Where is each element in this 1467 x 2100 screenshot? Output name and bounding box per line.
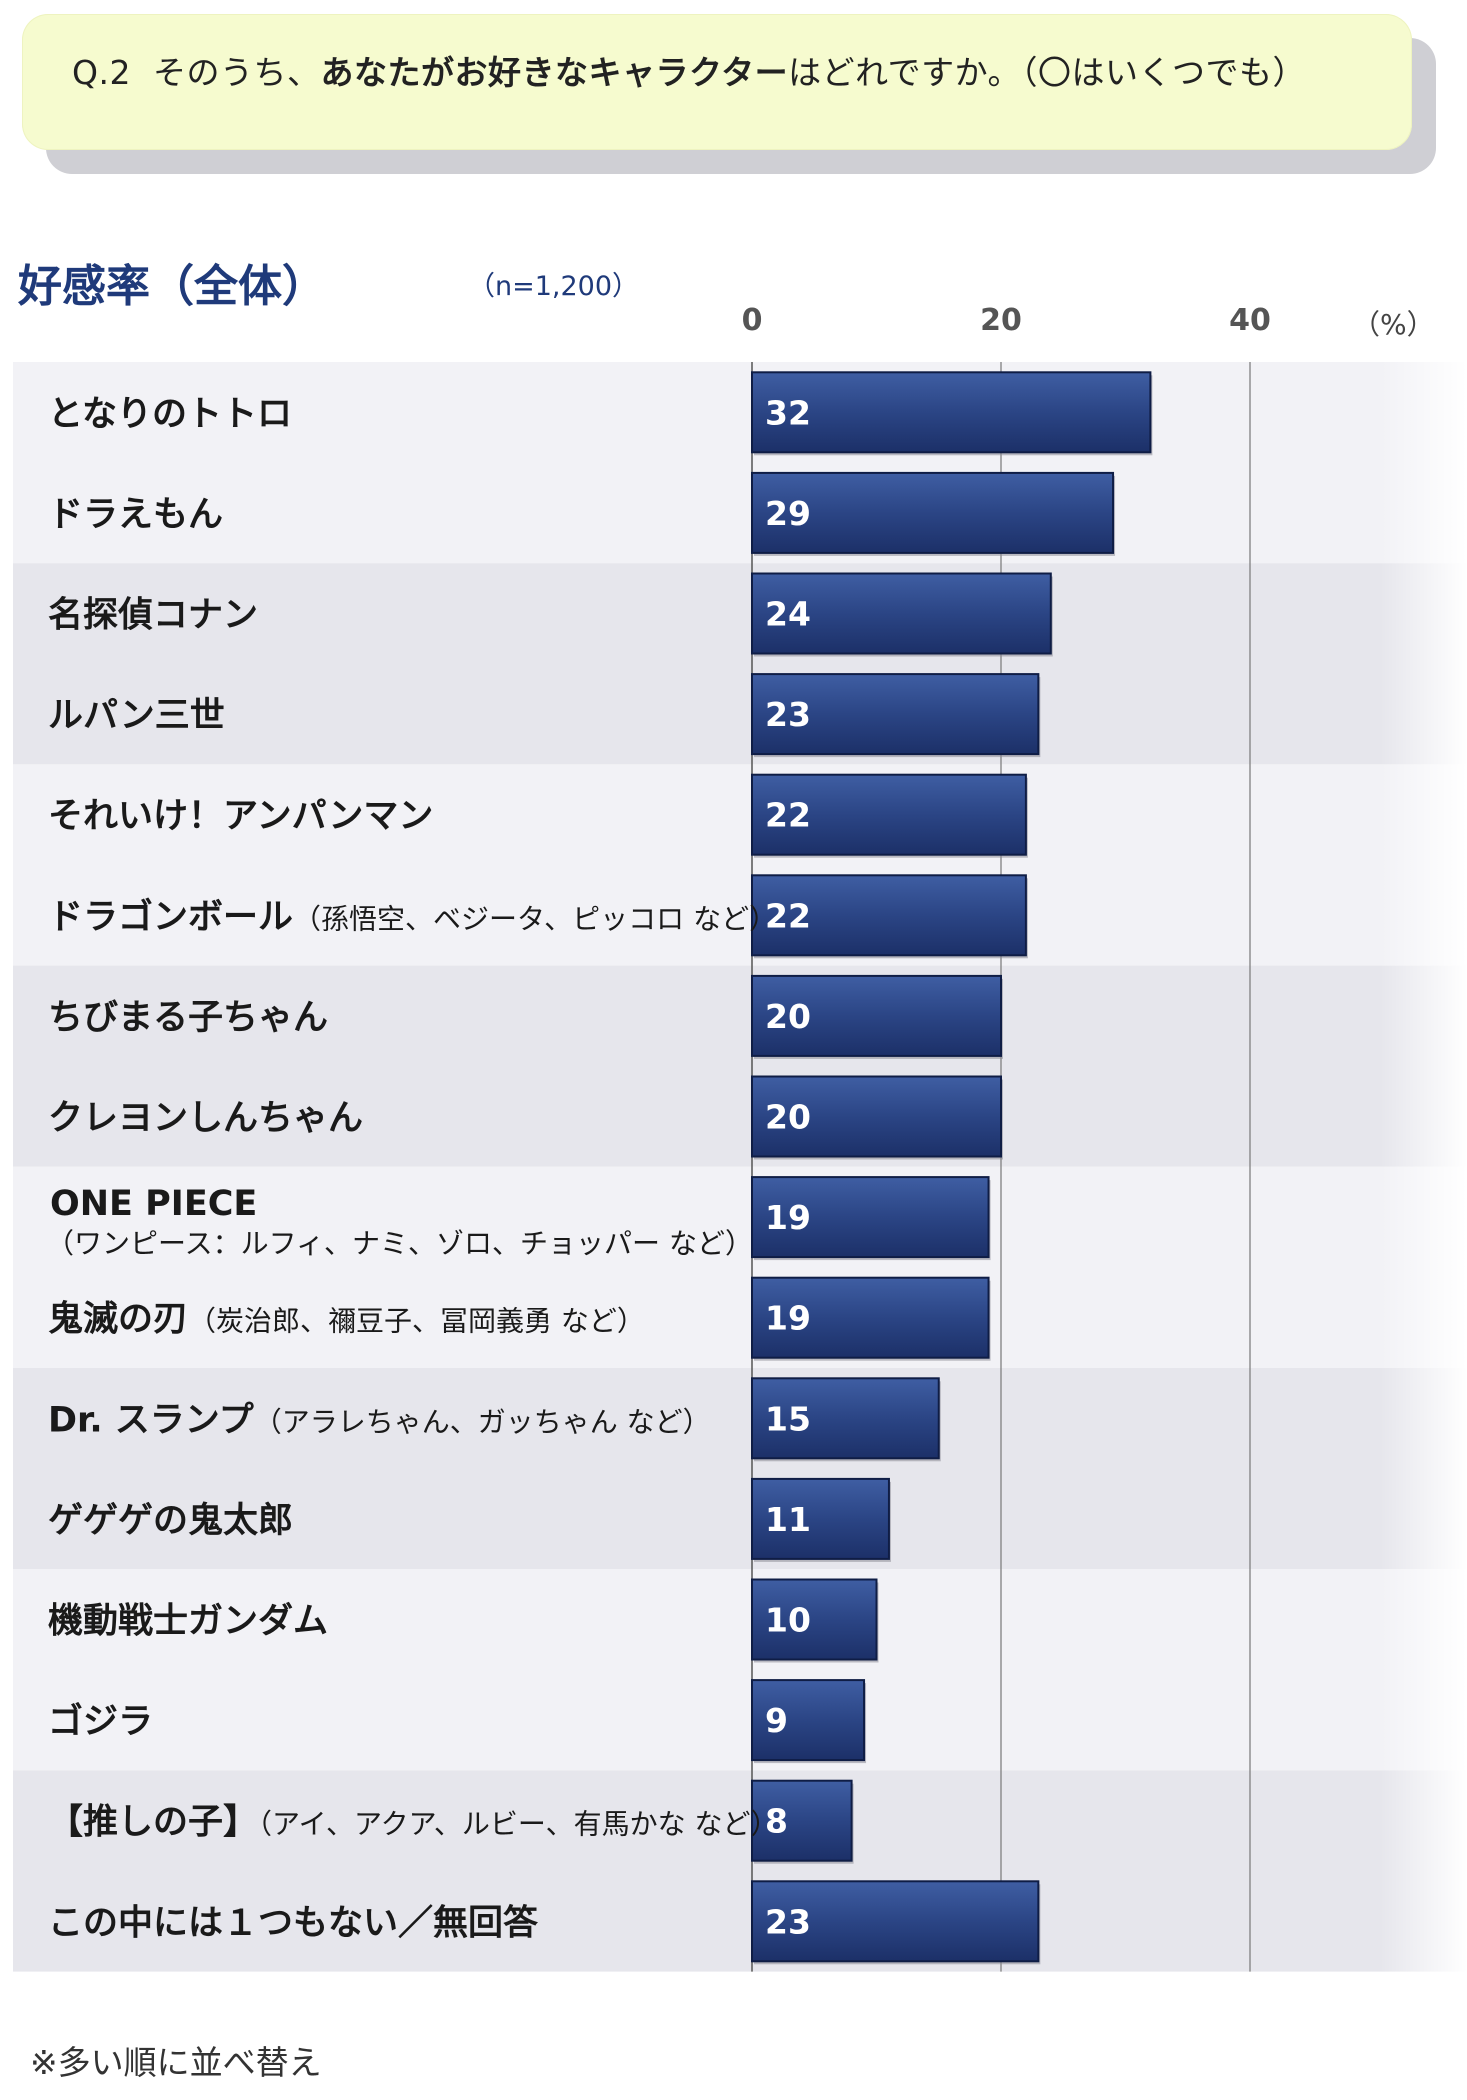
category-label: この中には１つもない／無回答 (48, 1903, 539, 1943)
category-label: ドラゴンボール（孫悟空、ベジータ、ピッコロ など） (48, 896, 777, 937)
category-label-main: Dr. スランプ (48, 1400, 254, 1440)
bar-value-label: 15 (765, 1399, 811, 1438)
bar (751, 1880, 1040, 1963)
row-band (13, 1770, 1467, 1972)
category-label-main: それいけ！アンパンマン (48, 797, 433, 837)
category-label-main: 名探偵コナン (48, 596, 258, 636)
bar-value-label: 9 (765, 1701, 788, 1740)
category-label: ドラえもん (48, 495, 223, 535)
question-box (22, 14, 1412, 150)
bar-value-label: 20 (765, 1098, 811, 1137)
category-label: ONE PIECE (50, 1184, 257, 1224)
bar-value-label: 10 (765, 1601, 811, 1640)
x-tick-label-0: 0 (741, 303, 763, 338)
bar-value-label: 19 (765, 1198, 811, 1237)
bar (751, 371, 1152, 454)
bar (751, 1377, 940, 1460)
category-label-main: となりのトトロ (48, 394, 292, 434)
question-text: Q.2 そのうち、あなたがお好きなキャラクターはどれですか。（〇はいくつでも） (72, 46, 1306, 94)
category-label: ゴジラ (48, 1701, 153, 1742)
category-label-main: ちびまる子ちゃん (48, 998, 328, 1038)
category-label: ゲゲゲの鬼太郎 (48, 1501, 293, 1541)
bar (751, 874, 1027, 957)
category-label-main: ゲゲゲの鬼太郎 (48, 1501, 293, 1541)
question-part1: そのうち、 (152, 53, 321, 92)
row-band (13, 362, 1467, 564)
bar-value-label: 8 (765, 1802, 788, 1841)
bar (751, 974, 1002, 1057)
category-sublabel: （ワンピース：ルフィ、ナミ、ゾロ、チョッパー など） (46, 1227, 753, 1260)
bar-value-label: 29 (765, 494, 811, 533)
category-label: ちびまる子ちゃん (48, 998, 328, 1038)
category-label: それいけ！アンパンマン (48, 797, 433, 837)
row-band (13, 563, 1467, 765)
x-unit-label: （%） (1352, 308, 1435, 341)
bar-value-label: 22 (765, 796, 811, 835)
category-label: 名探偵コナン (48, 596, 258, 636)
category-label-main: 鬼滅の刃 (48, 1300, 188, 1340)
category-label-main: ドラゴンボール (48, 896, 293, 937)
category-label-main: この中には１つもない／無回答 (48, 1903, 539, 1943)
bar (751, 1075, 1002, 1158)
category-label: となりのトトロ (48, 394, 292, 434)
bar-value-label: 23 (765, 1902, 811, 1941)
category-label: 機動戦士ガンダム (48, 1602, 328, 1642)
category-label: クレヨンしんちゃん (48, 1099, 363, 1139)
bar (751, 1779, 853, 1862)
row-band (13, 1166, 1467, 1368)
category-label-main: ルパン三世 (48, 696, 225, 736)
bar (751, 1679, 866, 1762)
row-band (13, 1368, 1467, 1570)
row-band (13, 965, 1467, 1167)
category-label: Dr. スランプ（アラレちゃん、ガッちゃん など） (48, 1400, 711, 1440)
category-label-note: （孫悟空、ベジータ、ピッコロ など） (293, 902, 777, 935)
bar (751, 773, 1027, 856)
category-label-main: 【推しの子】 (48, 1803, 258, 1843)
bar-value-label: 19 (765, 1299, 811, 1338)
category-label: ルパン三世 (48, 696, 225, 736)
category-label-main: クレヨンしんちゃん (48, 1099, 363, 1139)
sample-size: （n=1,200） (468, 271, 640, 302)
bar-value-label: 11 (765, 1500, 811, 1539)
band-fade-overlay (1380, 362, 1467, 2002)
question-prefix: Q.2 (72, 53, 131, 92)
bar-value-label: 32 (765, 393, 811, 432)
bar (751, 673, 1040, 756)
bar-value-label: 23 (765, 695, 811, 734)
bar-value-label: 24 (765, 595, 811, 634)
x-tick-label-40: 40 (1229, 303, 1271, 338)
bar (751, 572, 1052, 655)
category-label-main: ゴジラ (48, 1701, 153, 1742)
row-band (13, 1569, 1467, 1771)
bar (751, 1176, 990, 1259)
x-tick-label-20: 20 (980, 303, 1022, 338)
category-label: 鬼滅の刃（炭治郎、禰豆子、冨岡義勇 など） (48, 1300, 645, 1340)
bar (751, 471, 1115, 554)
bar-value-label: 22 (765, 896, 811, 935)
question-emphasis: あなたがお好きなキャラクター (320, 53, 789, 92)
row-band (13, 764, 1467, 966)
category-label: 【推しの子】（アイ、アクア、ルビー、有馬かな など） (48, 1803, 778, 1843)
bar-value-label: 20 (765, 997, 811, 1036)
category-label-note: （アラレちゃん、ガッちゃん など） (254, 1405, 711, 1438)
category-label-note: （アイ、アクア、ルビー、有馬かな など） (258, 1808, 778, 1841)
question-part2: はどれですか。（〇はいくつでも） (788, 53, 1306, 92)
footnote: ※多い順に並べ替え (30, 2043, 322, 2082)
category-label-main: 機動戦士ガンダム (48, 1602, 328, 1642)
category-label-main: ドラえもん (48, 495, 223, 535)
category-label-note: （炭治郎、禰豆子、冨岡義勇 など） (188, 1305, 645, 1338)
bar (751, 1477, 890, 1560)
bar (751, 1276, 990, 1359)
chart-title: 好感率（全体） (18, 261, 326, 312)
bar (751, 1578, 878, 1661)
